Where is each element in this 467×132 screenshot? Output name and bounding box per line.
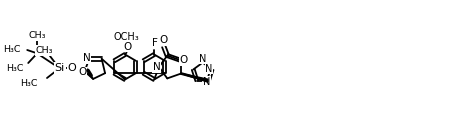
- Text: O: O: [160, 35, 168, 45]
- Text: O: O: [179, 55, 187, 65]
- Text: O: O: [67, 63, 76, 73]
- Text: N: N: [83, 53, 91, 63]
- Text: H₃C: H₃C: [6, 64, 23, 73]
- Text: N: N: [203, 77, 210, 87]
- Text: N: N: [153, 62, 160, 72]
- Text: N: N: [199, 54, 206, 64]
- Text: N: N: [205, 63, 213, 74]
- Text: H₃C: H₃C: [3, 44, 21, 53]
- Text: CH₃: CH₃: [35, 46, 53, 55]
- Text: O: O: [78, 67, 86, 77]
- Text: H₃C: H₃C: [21, 79, 38, 88]
- Text: Si: Si: [55, 63, 65, 73]
- Text: O: O: [123, 41, 132, 51]
- Text: F: F: [152, 38, 158, 48]
- Text: CH₃: CH₃: [28, 31, 46, 40]
- Polygon shape: [181, 74, 208, 82]
- Text: OCH₃: OCH₃: [113, 32, 140, 43]
